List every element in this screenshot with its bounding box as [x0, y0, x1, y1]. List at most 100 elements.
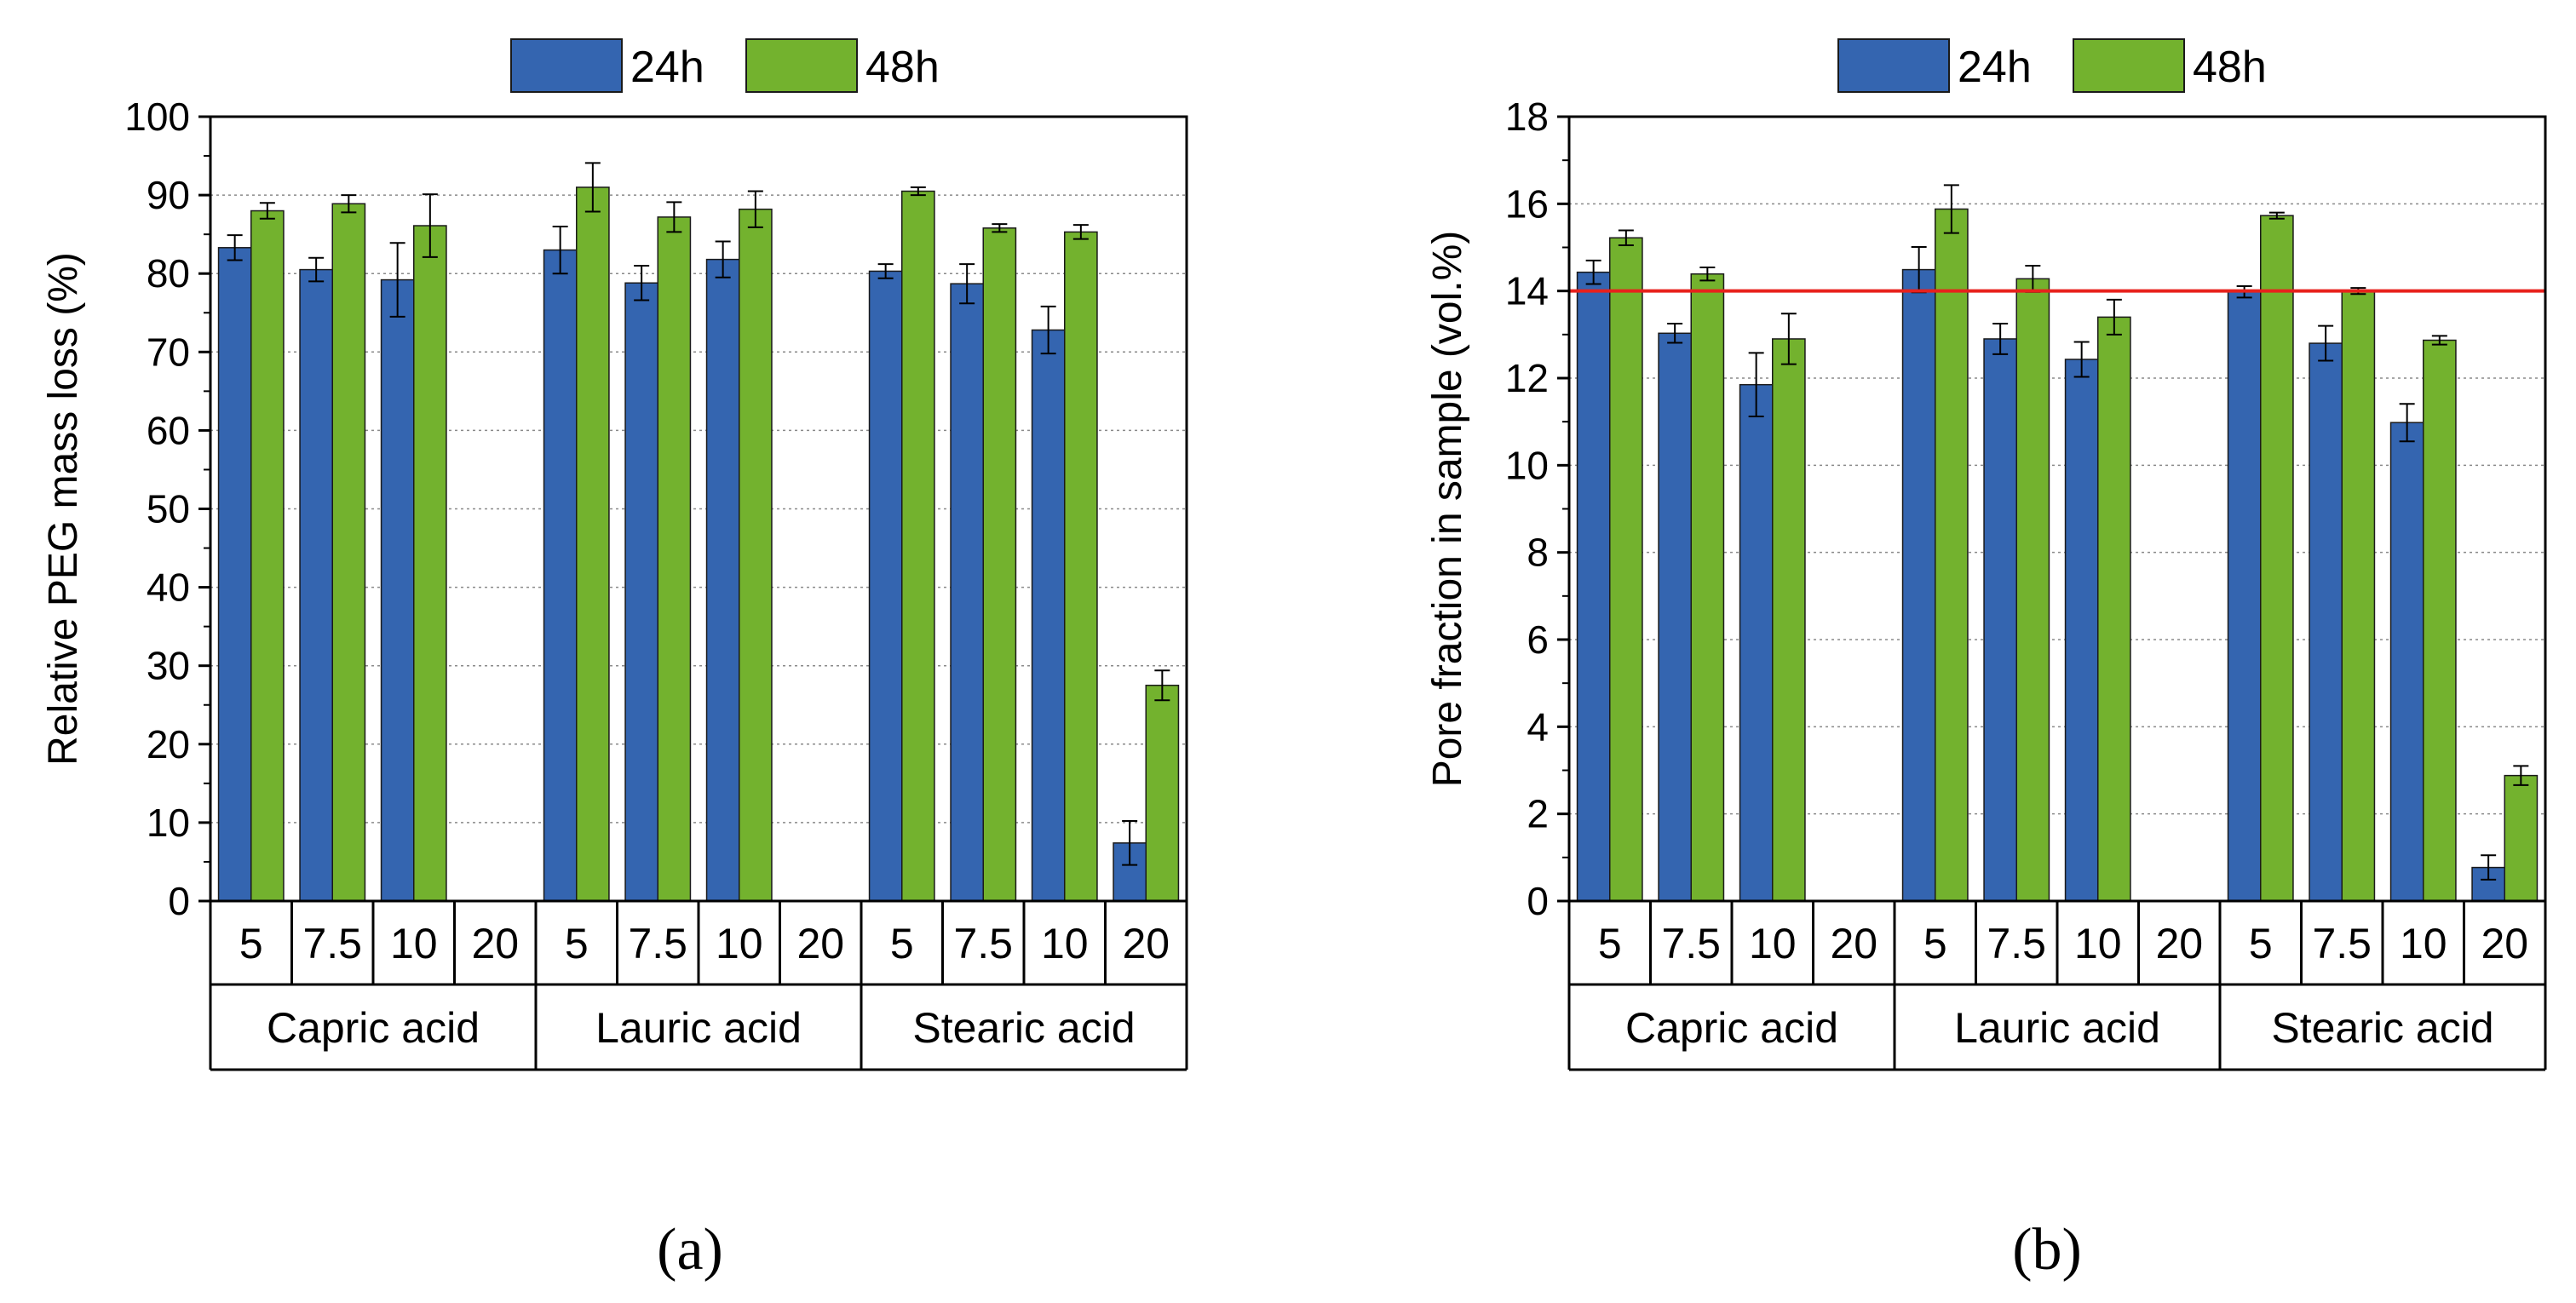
error-bar-48h-2 [1780, 313, 1797, 365]
error-bar-48h-0 [1618, 229, 1634, 246]
y-tick-label: 50 [147, 487, 190, 531]
x-category-label: 7.5 [628, 920, 687, 967]
x-category-label: 10 [390, 920, 438, 967]
bar-48h-11 [1145, 684, 1180, 902]
bar-24h-8 [868, 270, 903, 902]
error-bar-48h-10 [2431, 335, 2447, 346]
error-bar-24h-9 [2318, 324, 2334, 362]
error-bar-24h-11 [1122, 820, 1138, 866]
x-category-label: 5 [239, 920, 263, 967]
error-bar-48h-10 [1072, 224, 1089, 240]
bar-48h-6 [739, 208, 773, 902]
y-tick-label: 12 [1505, 356, 1549, 400]
bar-24h-6 [705, 258, 740, 902]
bar-48h-10 [2423, 339, 2457, 902]
legend-label-24h: 24h [1958, 43, 2032, 92]
error-bar-24h-5 [1992, 323, 2009, 355]
bar-48h-2 [1772, 338, 1806, 902]
bar-24h-10 [1031, 329, 1066, 902]
x-category-label: 10 [1749, 920, 1797, 967]
x-category-label: 10 [716, 920, 763, 967]
bar-48h-0 [1609, 237, 1643, 902]
legend-swatch-24h [1837, 38, 1950, 93]
x-category-label: 7.5 [302, 920, 362, 967]
error-bar-48h-6 [747, 190, 763, 228]
bar-48h-9 [982, 227, 1017, 902]
error-bar-24h-2 [389, 242, 405, 318]
bar-24h-0 [217, 247, 252, 902]
x-category-label: 7.5 [1987, 920, 2046, 967]
error-bar-24h-6 [715, 240, 731, 278]
bar-24h-8 [2227, 290, 2262, 902]
legend-label-24h: 24h [630, 43, 704, 92]
y-tick-label: 0 [1527, 879, 1549, 923]
x-category-label: 7.5 [953, 920, 1013, 967]
x-category-label: 5 [565, 920, 589, 967]
y-tick-label: 14 [1505, 269, 1549, 313]
y-tick-label: 70 [147, 330, 190, 374]
legend-label-48h: 48h [2193, 43, 2267, 92]
error-bar-48h-5 [666, 201, 682, 233]
bar-24h-9 [2309, 342, 2343, 902]
legend-swatch-24h [510, 38, 623, 93]
chart-panel-1: 0 2 4 6 8 10 12 14 16 18 5 7.5 10 20 5 7.5 10 20 5 7.5 10 20 C… [1425, 38, 2547, 1283]
bar-48h-4 [576, 187, 610, 902]
bar-48h-1 [331, 203, 366, 902]
bar-24h-2 [380, 278, 415, 902]
y-tick-label: 20 [147, 722, 190, 766]
bar-48h-0 [250, 210, 285, 902]
error-bar-24h-10 [1040, 305, 1056, 355]
bar-48h-4 [1935, 208, 1969, 902]
error-bar-24h-0 [227, 234, 243, 261]
bar-24h-10 [2389, 422, 2424, 902]
error-bar-48h-8 [910, 186, 926, 197]
legend: 24h 48h [1837, 38, 2267, 93]
x-category-label: 7.5 [1661, 920, 1721, 967]
bar-48h-11 [2504, 774, 2539, 902]
bar-24h-1 [1658, 332, 1693, 902]
error-bar-24h-1 [308, 256, 325, 283]
bar-48h-8 [901, 190, 935, 902]
y-tick-label: 0 [168, 879, 190, 923]
y-axis-title: Relative PEG mass loss (%) [41, 252, 86, 766]
y-tick-label: 2 [1527, 792, 1549, 836]
bar-48h-9 [2341, 290, 2376, 902]
x-category-label: 10 [1041, 920, 1089, 967]
error-bar-24h-8 [877, 263, 894, 279]
x-group-label: Capric acid [267, 1004, 480, 1052]
error-bar-48h-11 [2513, 765, 2529, 786]
legend: 24h 48h [510, 38, 940, 93]
panel-caption: (b) [2012, 1217, 2082, 1283]
y-tick-label: 40 [147, 565, 190, 610]
y-tick-label: 10 [1505, 443, 1549, 487]
x-category-label: 7.5 [2312, 920, 2372, 967]
y-tick-label: 6 [1527, 617, 1549, 662]
x-group-label: Stearic acid [912, 1004, 1135, 1052]
error-bar-24h-6 [2073, 341, 2090, 378]
y-tick-label: 80 [147, 251, 190, 296]
x-category-label: 20 [2481, 920, 2528, 967]
x-category-label: 5 [1923, 920, 1947, 967]
y-tick-label: 16 [1505, 181, 1549, 226]
error-bar-24h-10 [2399, 403, 2415, 443]
x-category-label: 5 [890, 920, 914, 967]
bar-24h-9 [950, 283, 985, 902]
error-bar-48h-4 [1943, 184, 1959, 234]
error-bar-48h-9 [992, 223, 1008, 233]
y-tick-label: 8 [1527, 531, 1549, 575]
y-tick-label: 4 [1527, 704, 1549, 749]
x-category-label: 10 [2400, 920, 2447, 967]
y-axis-title: Pore fraction in sample (vol.%) [1425, 231, 1470, 788]
y-tick-label: 60 [147, 408, 190, 452]
error-bar-24h-1 [1667, 323, 1683, 344]
error-bar-48h-1 [1699, 267, 1716, 282]
error-bar-48h-1 [341, 194, 357, 214]
bar-24h-1 [299, 268, 333, 902]
bar-48h-6 [2097, 316, 2131, 902]
bar-24h-4 [543, 249, 578, 902]
bar-48h-5 [657, 216, 692, 902]
bar-48h-5 [2015, 278, 2050, 902]
x-category-label: 20 [796, 920, 844, 967]
error-bar-24h-9 [959, 263, 975, 305]
x-category-label: 20 [471, 920, 519, 967]
